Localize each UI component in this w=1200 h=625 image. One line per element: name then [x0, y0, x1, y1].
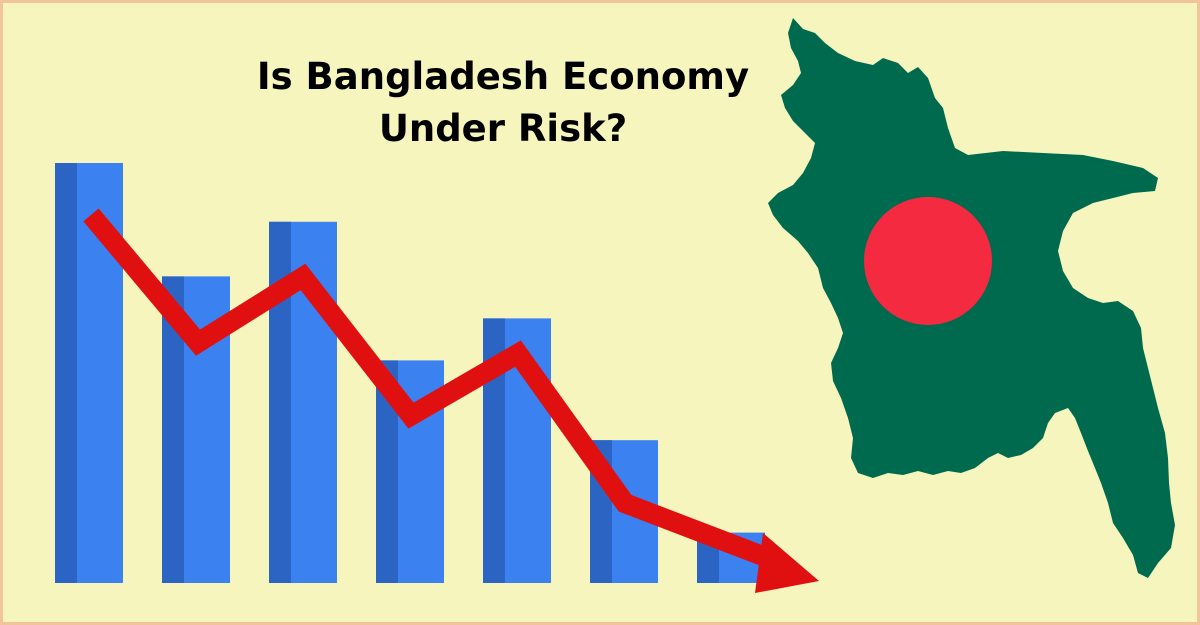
- bar-shade: [483, 318, 505, 583]
- bar-shade: [162, 276, 184, 583]
- flag-red-disc: [864, 197, 992, 325]
- bar-shade: [269, 221, 291, 584]
- bangladesh-map-flag-icon: [768, 18, 1175, 578]
- bar-shade: [376, 360, 398, 583]
- illustration: [3, 3, 1197, 622]
- trend-line: [83, 208, 772, 568]
- title-line-1: Is Bangladesh Economy: [256, 55, 750, 98]
- trend-arrow-icon: [83, 208, 819, 593]
- bar-4: [376, 360, 444, 583]
- page-title: Is Bangladesh Economy Under Risk?: [198, 51, 808, 155]
- title-line-2: Under Risk?: [378, 107, 628, 150]
- trend-arrowhead: [755, 533, 819, 593]
- bar-shade: [55, 163, 77, 583]
